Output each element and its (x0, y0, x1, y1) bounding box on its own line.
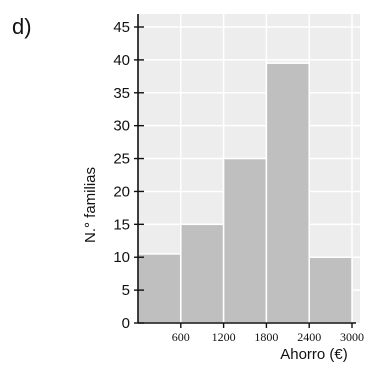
x-tick-label: 600 (172, 330, 190, 344)
bar-4 (265, 62, 310, 324)
y-tick-label: 30 (113, 118, 130, 135)
x-axis-label: Ahorro (€) (280, 346, 348, 363)
x-tick-label: 3000 (340, 330, 364, 344)
bars (137, 62, 353, 324)
bar-2 (180, 223, 225, 324)
x-tick-label: 2400 (297, 330, 321, 344)
y-tick-label: 5 (122, 282, 130, 299)
x-tick-label: 1200 (212, 330, 236, 344)
bar-5 (308, 256, 353, 324)
y-ticks: 0 5 10 15 20 25 30 35 40 45 (113, 19, 144, 332)
y-tick-label: 20 (113, 183, 130, 200)
bar-1 (137, 253, 182, 324)
panel-label: d) (12, 14, 32, 39)
bar-3 (222, 157, 268, 324)
axes (137, 14, 356, 324)
y-tick-label: 15 (113, 216, 130, 233)
x-tick-label: 1800 (254, 330, 278, 344)
x-ticks: 600 1200 1800 2400 3000 (172, 323, 364, 344)
y-tick-label: 35 (113, 85, 130, 102)
y-tick-label: 40 (113, 52, 130, 69)
y-tick-label: 10 (113, 249, 130, 266)
y-tick-label: 45 (113, 19, 130, 36)
y-axis-label: N.° familias (82, 167, 99, 243)
y-tick-label: 25 (113, 151, 130, 168)
y-tick-label: 0 (122, 315, 130, 332)
